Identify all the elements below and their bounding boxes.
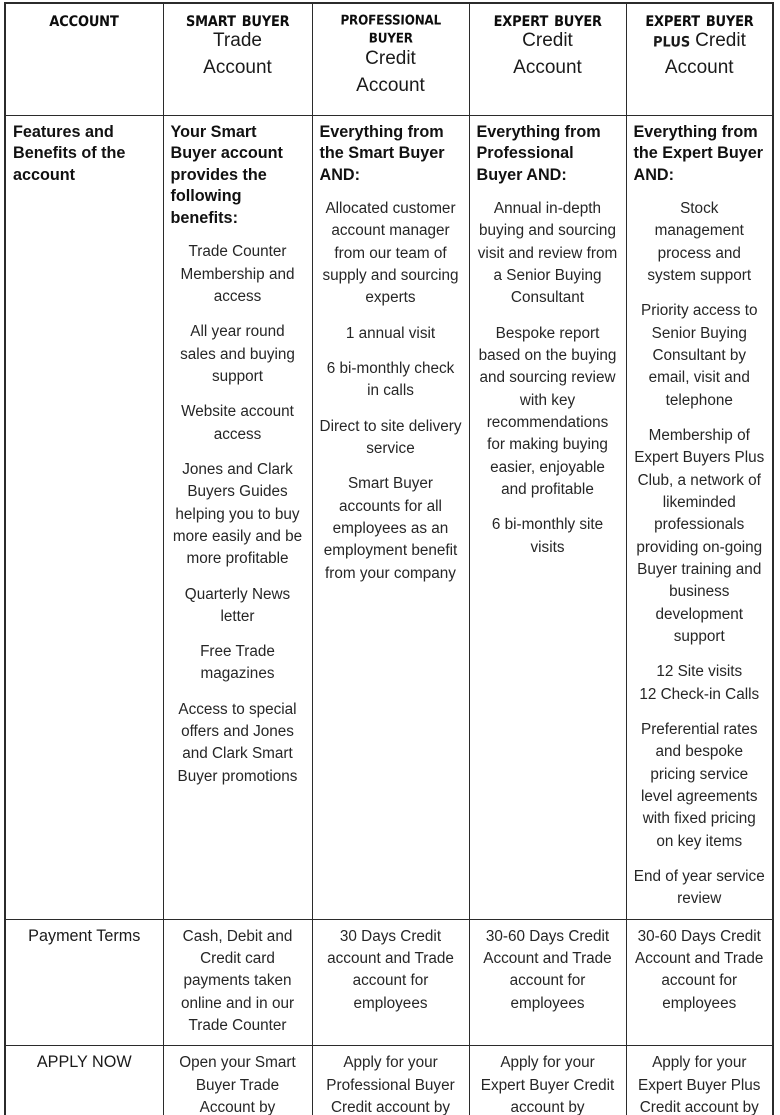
cell-paragraph: 30-60 Days Credit Account and Trade acco… xyxy=(483,927,612,1012)
table-header-row: Account Smart Buyer Trade Account Profes… xyxy=(4,2,774,116)
header-line-account: Account xyxy=(356,74,425,96)
cell-features-expert-buyer-plus: Everything from the Expert Buyer AND: St… xyxy=(625,114,774,920)
cell-paragraph: Apply for your Expert Buyer Plus Credit … xyxy=(638,1054,761,1115)
brand-label-smart-buyer: Smart Buyer xyxy=(185,7,290,32)
row-label-features-benefits: Features and Benefits of the account xyxy=(4,114,164,920)
cell-paragraph: 12 Site visits xyxy=(656,663,743,681)
cell-paragraph: Apply for your Professional Buyer Credit… xyxy=(326,1054,455,1115)
header-line-credit: Credit xyxy=(522,30,573,52)
cell-paragraph: Smart Buyer accounts for all employees a… xyxy=(323,475,458,582)
cell-paragraph: 6 bi-monthly check in calls xyxy=(326,360,455,400)
cell-paragraph: 1 annual visit xyxy=(345,324,436,342)
cell-paragraph: Preferential rates and bespoke pricing s… xyxy=(641,721,758,850)
cell-paragraph: Priority access to Senior Buying Consult… xyxy=(641,302,758,409)
cell-apply-smart-buyer[interactable]: Open your Smart Buyer Trade Account by c… xyxy=(162,1045,313,1115)
cell-paragraph: Allocated customer account manager from … xyxy=(322,200,459,307)
cell-paragraph: Quarterly News letter xyxy=(184,585,291,625)
header-line-account: Account xyxy=(513,57,582,79)
header-suffix-credit: Credit xyxy=(689,30,746,52)
header-line-account: Account xyxy=(664,57,734,79)
cell-apply-expert-buyer[interactable]: Apply for your Expert Buyer Credit accou… xyxy=(468,1045,627,1115)
cell-lead: Everything from the Expert Buyer AND: xyxy=(633,122,764,184)
cell-features-expert-buyer: Everything from Professional Buyer AND: … xyxy=(468,114,627,920)
table-row-features-benefits: Features and Benefits of the account You… xyxy=(4,114,774,920)
cell-paragraph: Stock management process and system supp… xyxy=(647,200,752,285)
cell-paragraph: Direct to site delivery service xyxy=(319,417,462,458)
cell-payment-professional-buyer: 30 Days Credit account and Trade account… xyxy=(311,918,470,1047)
cell-paragraph: Trade Counter Membership and access xyxy=(180,243,295,305)
header-line-trade: Trade xyxy=(213,30,262,52)
cell-paragraph: Bespoke report based on the buying and s… xyxy=(478,324,617,499)
cell-lead: Everything from Professional Buyer AND: xyxy=(476,122,601,184)
cell-paragraph: Access to special offers and Jones and C… xyxy=(177,700,298,785)
cell-apply-expert-buyer-plus[interactable]: Apply for your Expert Buyer Plus Credit … xyxy=(625,1045,774,1115)
brand-label-expert-buyer: Expert Buyer xyxy=(644,7,754,32)
header-cell-account: Account xyxy=(4,2,164,116)
cell-features-professional-buyer: Everything from the Smart Buyer AND: All… xyxy=(311,114,470,920)
header-line-plus-credit: Plus Credit xyxy=(632,28,768,55)
cell-paragraph: Annual in-depth buying and sourcing visi… xyxy=(477,200,618,307)
cell-paragraph: Website account access xyxy=(181,403,294,443)
cell-paragraph: 6 bi-monthly site visits xyxy=(491,516,604,556)
brand-label-plus: Plus xyxy=(652,29,691,53)
brand-label-account: Account xyxy=(49,7,119,32)
cell-paragraph: 12 Check-in Calls xyxy=(639,685,760,703)
header-cell-professional-buyer: Professional Buyer Credit Account xyxy=(311,2,470,116)
cell-features-smart-buyer: Your Smart Buyer account provides the fo… xyxy=(162,114,313,920)
brand-label-expert-buyer: Expert Buyer xyxy=(492,7,602,32)
header-line-account: Account xyxy=(203,57,272,79)
cell-payment-expert-buyer: 30-60 Days Credit Account and Trade acco… xyxy=(468,918,627,1047)
cell-paragraph: End of year service review xyxy=(633,868,765,908)
cell-paragraph: 30 Days Credit account and Trade account… xyxy=(327,927,454,1012)
cell-paragraph: Jones and Clark Buyers Guides helping yo… xyxy=(172,460,303,568)
row-label-apply-now: APPLY NOW xyxy=(4,1045,164,1115)
cell-paragraph: Apply for your Expert Buyer Credit accou… xyxy=(480,1054,615,1115)
cell-paragraph: Free Trade magazines xyxy=(200,643,275,683)
row-label-payment-terms: Payment Terms xyxy=(4,918,164,1047)
cell-paragraph: All year round sales and buying support xyxy=(180,323,295,385)
cell-apply-professional-buyer[interactable]: Apply for your Professional Buyer Credit… xyxy=(311,1045,470,1115)
account-comparison-table: Account Smart Buyer Trade Account Profes… xyxy=(4,2,774,1115)
cell-payment-smart-buyer: Cash, Debit and Credit card payments tak… xyxy=(162,918,313,1047)
cell-paragraph: Cash, Debit and Credit card payments tak… xyxy=(180,927,295,1034)
cell-lead: Your Smart Buyer account provides the fo… xyxy=(170,122,283,227)
brand-label-buyer: Buyer xyxy=(367,26,413,49)
header-cell-expert-buyer: Expert Buyer Credit Account xyxy=(468,2,627,116)
table-row-apply-now: APPLY NOW Open your Smart Buyer Trade Ac… xyxy=(4,1045,774,1115)
cell-paragraph: Open your Smart Buyer Trade Account by c… xyxy=(179,1054,296,1115)
cell-lead: Everything from the Smart Buyer AND: xyxy=(319,122,445,184)
cell-paragraph: 30-60 Days Credit Account and Trade acco… xyxy=(635,927,764,1012)
table-row-payment-terms: Payment Terms Cash, Debit and Credit car… xyxy=(4,918,774,1047)
cell-payment-expert-buyer-plus: 30-60 Days Credit Account and Trade acco… xyxy=(625,918,774,1047)
cell-paragraph: Membership of Expert Buyers Plus Club, a… xyxy=(634,427,765,646)
header-line-credit: Credit xyxy=(365,47,416,69)
header-cell-expert-buyer-plus: Expert Buyer Plus Credit Account xyxy=(625,2,774,116)
header-cell-smart-buyer: Smart Buyer Trade Account xyxy=(162,2,313,116)
